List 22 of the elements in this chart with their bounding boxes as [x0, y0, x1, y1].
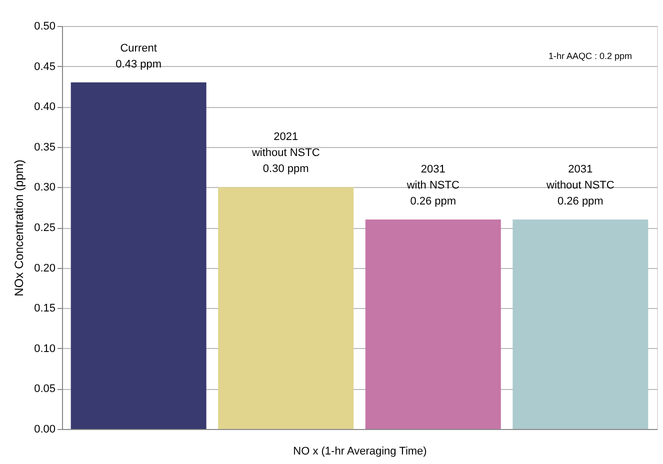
data-label: 2031 without NSTC 0.26 ppm	[545, 163, 614, 208]
y-tick-label: 0.15	[34, 302, 56, 315]
y-tick-label: 0.30	[34, 182, 56, 194]
y-tick-label: 0.35	[34, 141, 56, 154]
data-label: Current 0.43 ppm	[116, 42, 162, 70]
x-axis-title: NO x (1-hr Averaging Time)	[293, 446, 427, 458]
data-label: 2031 with NSTC 0.26 ppm	[406, 163, 460, 208]
y-tick-label: 0.20	[34, 262, 56, 274]
y-axis-title: NOx Concentration (ppm)	[12, 160, 26, 296]
bar	[70, 82, 206, 429]
y-tick-label: 0.45	[34, 60, 56, 73]
y-tick-label: 0.10	[34, 342, 56, 355]
bar	[218, 187, 354, 429]
y-tick-label: 0.50	[34, 20, 56, 32]
bar	[512, 219, 648, 429]
annotation: 1-hr AAQC : 0.2 ppm	[548, 51, 632, 61]
data-label: 2021 without NSTC 0.30 ppm	[250, 131, 320, 176]
y-tick-label: 0.40	[34, 101, 56, 114]
y-tick-label: 0.00	[34, 424, 56, 436]
y-tick-label: 0.25	[34, 222, 56, 234]
bar	[365, 219, 501, 429]
y-tick-label: 0.05	[34, 383, 56, 396]
